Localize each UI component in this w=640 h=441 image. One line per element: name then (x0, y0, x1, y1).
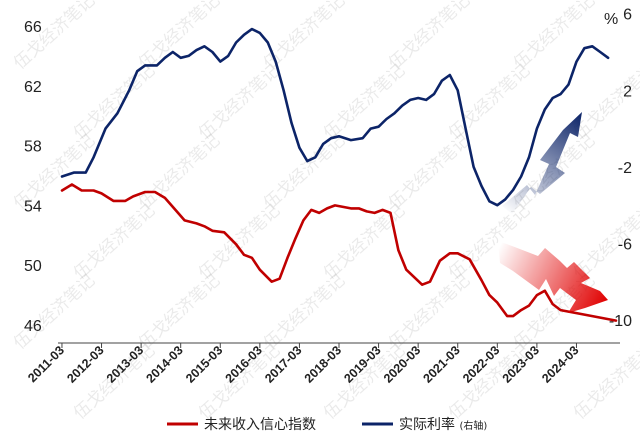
x-axis: 2011-032012-032013-032014-032015-032016-… (25, 342, 620, 386)
watermark-text: 伍戈经济笔记 (260, 131, 349, 214)
left-axis-tick-label: 66 (24, 19, 42, 36)
left-axis-tick-label: 54 (24, 198, 42, 215)
watermark-text: 伍戈经济笔记 (10, 0, 99, 74)
watermark-text: 伍戈经济笔记 (510, 0, 599, 74)
watermark-text: 伍戈经济笔记 (385, 0, 474, 74)
x-axis-tick-label: 2021-03 (421, 343, 463, 385)
right-axis-tick-label: -6 (618, 236, 632, 253)
falling-trend-arrow (498, 241, 608, 313)
series-layer (60, 27, 618, 322)
series-line-confidence-index (60, 183, 618, 322)
right-axis-tick-label: 2 (623, 83, 632, 100)
left-axis-tick-label: 46 (24, 318, 42, 335)
watermark-text: 伍戈经济笔记 (260, 271, 349, 354)
legend-label-real-rate-axis: (右轴) (459, 419, 487, 432)
x-axis-tick-label: 2011-03 (25, 343, 67, 385)
watermark-text: 伍戈经济笔记 (135, 271, 224, 354)
legend-label-real-rate: 实际利率 (右轴) (399, 416, 487, 433)
right-axis-tick-label: -2 (618, 160, 632, 177)
right-axis: % 6 2 -2 -6 -10 (604, 7, 632, 330)
x-axis-tick-label: 2018-03 (302, 343, 344, 385)
watermark-text: 伍戈经济笔记 (385, 131, 474, 214)
watermark-text: 伍戈经济笔记 (70, 201, 159, 284)
right-axis-tick-label: -10 (609, 313, 632, 330)
watermark-text: 伍戈经济笔记 (260, 0, 349, 74)
watermark-text: 伍戈经济笔记 (195, 201, 284, 284)
watermark-text: 伍戈经济笔记 (135, 0, 224, 74)
watermark-text: 伍戈经济笔记 (10, 271, 99, 354)
right-axis-tick-label: 6 (623, 7, 632, 24)
x-axis-tick-label: 2012-03 (64, 343, 106, 385)
series-line-real-rate (60, 27, 610, 207)
watermark-text: 伍戈经济笔记 (195, 61, 284, 144)
watermark-text: 伍戈经济笔记 (135, 131, 224, 214)
x-axis-tick-label: 2024-03 (539, 343, 581, 385)
watermark-text: 伍戈经济笔记 (70, 61, 159, 144)
watermark-text: 伍戈经济笔记 (570, 61, 640, 144)
right-axis-unit: % (604, 11, 618, 28)
x-axis-tick-label: 2015-03 (183, 343, 225, 385)
left-axis-tick-label: 58 (24, 139, 42, 156)
legend-label-real-rate-name: 实际利率 (399, 416, 455, 433)
legend: 未来收入信心指数 实际利率 (右轴) (167, 416, 487, 433)
left-axis: 66 62 58 54 50 46 (24, 19, 42, 335)
watermark-text: 伍戈经济笔记 (320, 61, 409, 144)
watermark-text: 伍戈经济笔记 (445, 61, 534, 144)
left-axis-tick-label: 50 (24, 258, 42, 275)
left-axis-tick-label: 62 (24, 79, 42, 96)
rising-trend-arrow (502, 112, 582, 214)
legend-label-confidence: 未来收入信心指数 (204, 417, 316, 433)
